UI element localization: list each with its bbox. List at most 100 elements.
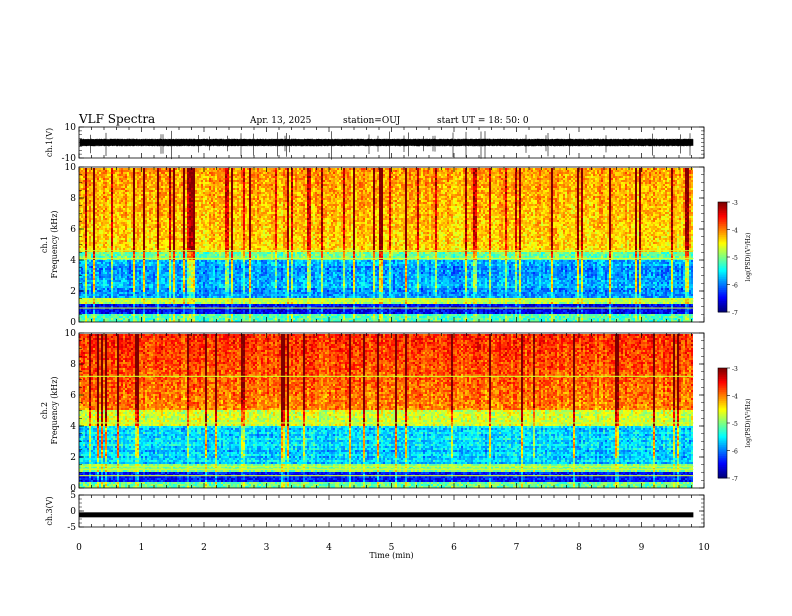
- spectrogram-cell: [149, 314, 151, 316]
- spectrogram-cell: [145, 226, 147, 228]
- spectrogram-cell: [101, 314, 103, 316]
- spectrogram-cell: [109, 274, 111, 276]
- spectrogram-cell: [87, 288, 89, 290]
- spectrogram-cell: [91, 184, 93, 186]
- spectrogram-cell: [119, 268, 121, 270]
- spectrogram-cell: [91, 232, 93, 234]
- spectrogram-cell: [147, 260, 149, 262]
- spectrogram-cell: [133, 262, 135, 264]
- spectrogram-cell: [137, 192, 139, 194]
- spectrogram-cell: [139, 240, 141, 242]
- spectrogram-cell: [149, 316, 151, 318]
- spectrogram-cell: [95, 174, 97, 176]
- spectrogram-cell: [89, 314, 91, 316]
- spectrogram-cell: [143, 178, 145, 180]
- spectrogram-cell: [119, 260, 121, 262]
- spectrogram-cell: [97, 176, 99, 178]
- spectrogram-cell: [123, 248, 125, 250]
- spectrogram-cell: [151, 206, 153, 208]
- spectrogram-cell: [135, 278, 137, 280]
- spectrogram-cell: [119, 282, 121, 284]
- spectrogram-cell: [141, 262, 143, 264]
- spectrogram-cell: [123, 294, 125, 296]
- spectrogram-cell: [127, 214, 129, 216]
- spectrogram-cell: [91, 278, 93, 280]
- spectrogram-cell: [83, 312, 85, 314]
- spectrogram-cell: [117, 252, 119, 254]
- spectrogram-cell: [125, 288, 127, 290]
- spectrogram-cell: [111, 202, 113, 204]
- spectrogram-cell: [87, 290, 89, 292]
- spectrogram-cell: [113, 316, 115, 318]
- spectrogram-cell: [131, 168, 133, 170]
- spectrogram-cell: [127, 184, 129, 186]
- spectrogram-cell: [131, 318, 133, 320]
- spectrogram-cell: [101, 188, 103, 190]
- spectrogram-cell: [87, 244, 89, 246]
- spectrogram-cell: [121, 178, 123, 180]
- spectrogram-cell: [85, 270, 87, 272]
- spectrogram-cell: [97, 188, 99, 190]
- spectrogram-cell: [83, 318, 85, 320]
- spectrogram-cell: [133, 220, 135, 222]
- spectrogram-cell: [143, 294, 145, 296]
- y-axis-label: ch.1(V): [45, 128, 54, 157]
- spectrogram-cell: [97, 168, 99, 170]
- spectrogram-cell: [151, 230, 153, 232]
- spectrogram-cell: [127, 268, 129, 270]
- spectrogram-cell: [125, 294, 127, 296]
- spectrogram-cell: [125, 204, 127, 206]
- spectrogram-cell: [101, 172, 103, 174]
- spectrogram-cell: [91, 170, 93, 172]
- spectrogram-cell: [121, 176, 123, 178]
- spectrogram-cell: [93, 212, 95, 214]
- spectrogram-cell: [109, 218, 111, 220]
- spectrogram-cell: [83, 220, 85, 222]
- spectrogram-cell: [141, 270, 143, 272]
- spectrogram-cell: [87, 270, 89, 272]
- spectrogram-cell: [141, 194, 143, 196]
- spectrogram-cell: [143, 176, 145, 178]
- spectrogram-cell: [83, 278, 85, 280]
- spectrogram-cell: [155, 252, 157, 254]
- spectrogram-cell: [123, 194, 125, 196]
- spectrogram-cell: [91, 254, 93, 256]
- spectrogram-cell: [121, 242, 123, 244]
- spectrogram-cell: [105, 246, 107, 248]
- spectrogram-cell: [107, 310, 109, 312]
- spectrogram-cell: [83, 238, 85, 240]
- spectrogram-cell: [87, 192, 89, 194]
- spectrogram-cell: [135, 186, 137, 188]
- spectrogram-cell: [151, 254, 153, 256]
- spectrogram-cell: [91, 274, 93, 276]
- spectrogram-cell: [107, 206, 109, 208]
- spectrogram-cell: [127, 316, 129, 318]
- spectrogram-cell: [131, 178, 133, 180]
- spectrogram-cell: [137, 288, 139, 290]
- spectrogram-cell: [117, 280, 119, 282]
- spectrogram-cell: [111, 240, 113, 242]
- spectrogram-cell: [145, 230, 147, 232]
- spectrogram-cell: [107, 278, 109, 280]
- spectrogram-cell: [141, 220, 143, 222]
- spectrogram-cell: [81, 276, 83, 278]
- spectrogram-cell: [101, 284, 103, 286]
- spectrogram-cell: [111, 230, 113, 232]
- spectrogram-cell: [129, 266, 131, 268]
- spectrogram-cell: [151, 290, 153, 292]
- spectrogram-cell: [123, 272, 125, 274]
- spectrogram-cell: [107, 212, 109, 214]
- spectrogram-cell: [103, 244, 105, 246]
- spectrogram-cell: [143, 254, 145, 256]
- spectrogram-cell: [129, 228, 131, 230]
- spectrogram-cell: [125, 286, 127, 288]
- spectrogram-cell: [103, 174, 105, 176]
- spectrogram-cell: [83, 168, 85, 170]
- spectrogram-cell: [129, 276, 131, 278]
- spectrogram-cell: [123, 174, 125, 176]
- spectrogram-cell: [123, 282, 125, 284]
- spectrogram-cell: [95, 276, 97, 278]
- spectrogram-cell: [113, 194, 115, 196]
- spectrogram-cell: [89, 186, 91, 188]
- spectrogram-cell: [85, 188, 87, 190]
